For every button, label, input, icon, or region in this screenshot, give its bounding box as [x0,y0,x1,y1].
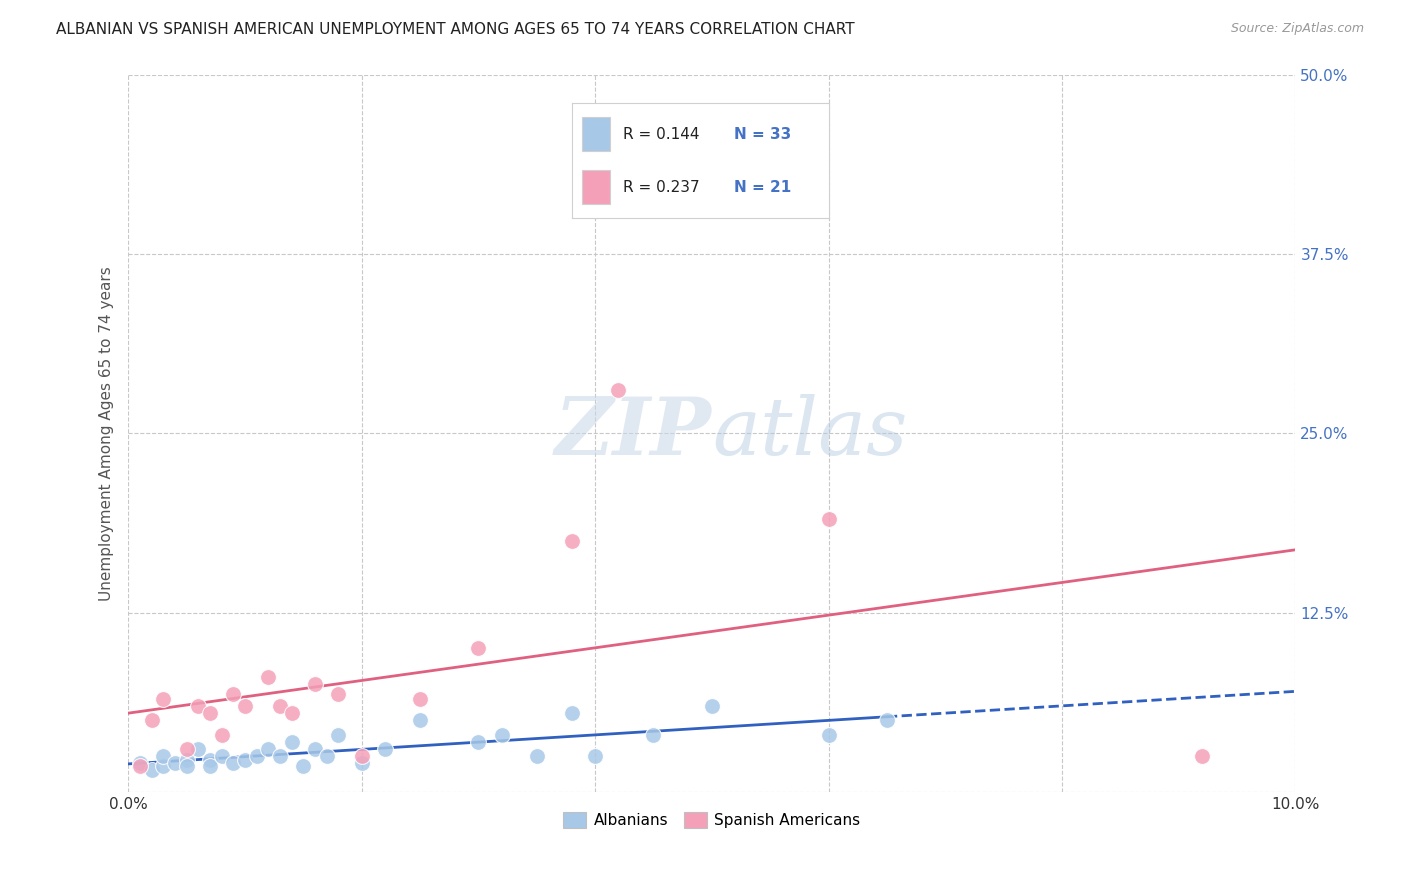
Point [561,533,583,548]
Point [374,742,396,756]
Point [187,742,209,756]
Point [152,749,174,764]
Point [176,759,198,773]
Point [152,691,174,706]
Point [176,753,198,767]
Legend: Albanians, Spanish Americans: Albanians, Spanish Americans [557,806,866,835]
Point [328,687,350,701]
Point [222,756,245,771]
Point [222,687,245,701]
Point [233,753,256,767]
Point [526,749,548,764]
Point [700,698,723,713]
Point [817,512,839,526]
Point [350,749,373,764]
Text: ALBANIAN VS SPANISH AMERICAN UNEMPLOYMENT AMONG AGES 65 TO 74 YEARS CORRELATION : ALBANIAN VS SPANISH AMERICAN UNEMPLOYMEN… [56,22,855,37]
Point [141,713,163,727]
Point [198,706,221,720]
Point [328,728,350,742]
Point [246,749,269,764]
Point [409,713,432,727]
Point [409,691,432,706]
Point [269,698,291,713]
Text: Source: ZipAtlas.com: Source: ZipAtlas.com [1230,22,1364,36]
Point [561,706,583,720]
Point [176,742,198,756]
Point [129,756,152,771]
Point [1191,749,1213,764]
Point [198,753,221,767]
Point [280,735,302,749]
Point [211,749,233,764]
Point [350,756,373,771]
Point [304,677,326,691]
Point [607,383,630,397]
Point [467,641,489,656]
Point [292,759,315,773]
Point [211,728,233,742]
Point [187,698,209,713]
Point [141,764,163,778]
Point [583,749,606,764]
Point [315,749,337,764]
Point [269,749,291,764]
Point [643,728,665,742]
Point [280,706,302,720]
Text: ZIP: ZIP [555,394,711,472]
Y-axis label: Unemployment Among Ages 65 to 74 years: Unemployment Among Ages 65 to 74 years [100,266,114,600]
Point [817,728,839,742]
Point [257,670,280,684]
Point [152,759,174,773]
Point [257,742,280,756]
Point [304,742,326,756]
Point [129,759,152,773]
Point [467,735,489,749]
Point [876,713,898,727]
Point [198,759,221,773]
Point [233,698,256,713]
Point [163,756,186,771]
Point [491,728,513,742]
Text: atlas: atlas [711,394,907,472]
